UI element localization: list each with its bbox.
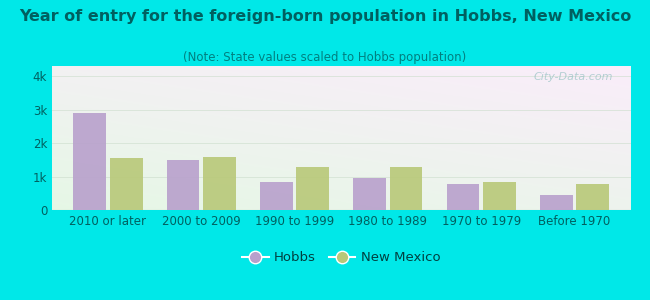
Bar <box>296 167 329 210</box>
Bar <box>540 195 573 210</box>
Bar <box>203 157 236 210</box>
Text: Year of entry for the foreign-born population in Hobbs, New Mexico: Year of entry for the foreign-born popul… <box>19 9 631 24</box>
Bar <box>483 182 515 210</box>
Bar <box>577 184 609 210</box>
Text: (Note: State values scaled to Hobbs population): (Note: State values scaled to Hobbs popu… <box>183 51 467 64</box>
Bar <box>110 158 142 210</box>
Legend: Hobbs, New Mexico: Hobbs, New Mexico <box>237 246 445 270</box>
Bar <box>260 182 292 210</box>
Bar <box>73 113 106 210</box>
Bar <box>447 184 479 210</box>
Text: City-Data.com: City-Data.com <box>534 72 613 82</box>
Bar <box>390 167 422 210</box>
Bar <box>167 160 200 210</box>
Bar <box>354 178 386 210</box>
